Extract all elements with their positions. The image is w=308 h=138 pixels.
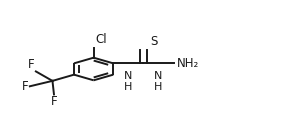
Text: F: F: [51, 95, 57, 108]
Text: N
H: N H: [154, 71, 163, 92]
Text: Cl: Cl: [95, 33, 107, 46]
Text: NH₂: NH₂: [176, 57, 199, 70]
Text: N
H: N H: [124, 71, 132, 92]
Text: F: F: [22, 80, 28, 93]
Text: F: F: [28, 58, 34, 71]
Text: S: S: [151, 35, 158, 48]
